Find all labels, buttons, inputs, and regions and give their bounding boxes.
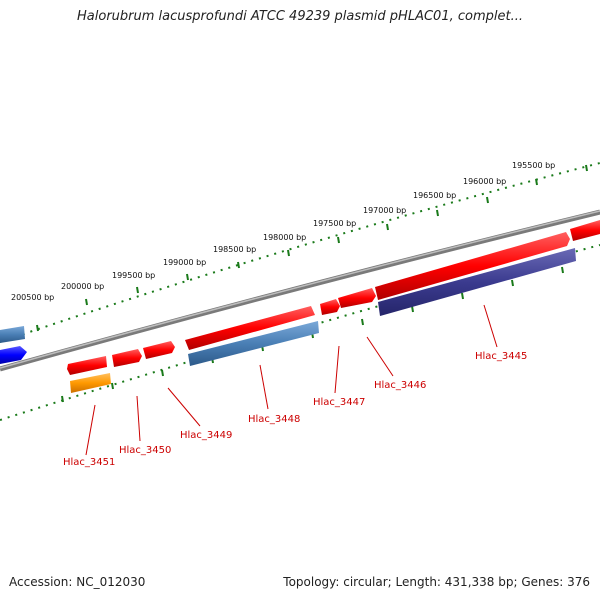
gene-hlac-3445-fwd[interactable] bbox=[375, 232, 570, 300]
gene-label-hlac-3451: Hlac_3451 bbox=[63, 457, 115, 468]
scale-label: 196000 bp bbox=[463, 177, 506, 186]
gene-partial-left-bright[interactable] bbox=[0, 346, 27, 364]
scale-label: 197500 bp bbox=[313, 219, 356, 228]
outer-scale-ring bbox=[0, 162, 600, 343]
scale-label: 199500 bp bbox=[112, 271, 155, 280]
scale-label: 198000 bp bbox=[263, 233, 306, 242]
gene-blue-3448[interactable] bbox=[188, 321, 319, 366]
scale-label: 199000 bp bbox=[163, 258, 206, 267]
scale-label: 200500 bp bbox=[11, 293, 54, 302]
inner-major-ticks bbox=[61, 266, 564, 403]
genome-summary: Topology: circular; Length: 431,338 bp; … bbox=[283, 575, 590, 589]
map-title: Halorubrum lacusprofundi ATCC 49239 plas… bbox=[77, 9, 523, 24]
gene-labels: Hlac_3451 Hlac_3450 Hlac_3449 Hlac_3448 … bbox=[63, 351, 527, 468]
accession-label: Accession: NC_012030 bbox=[9, 575, 146, 589]
gene-hlac-3451[interactable] bbox=[67, 356, 107, 375]
scale-label: 200000 bp bbox=[61, 282, 104, 291]
gene-partial-right-red[interactable] bbox=[570, 220, 600, 241]
gene-label-hlac-3445: Hlac_3445 bbox=[475, 351, 527, 362]
gene-hlac-3450[interactable] bbox=[112, 349, 142, 367]
gene-hlac-3449[interactable] bbox=[143, 341, 175, 359]
gene-hlac-3448[interactable] bbox=[185, 306, 315, 350]
gene-partial-left-blue[interactable] bbox=[0, 326, 25, 343]
gene-orange[interactable] bbox=[70, 373, 111, 393]
scale-label: 196500 bp bbox=[413, 191, 456, 200]
gene-label-hlac-3446: Hlac_3446 bbox=[374, 380, 426, 391]
genome-backbone bbox=[0, 209, 600, 372]
gene-navy-3445[interactable] bbox=[378, 248, 576, 316]
gene-hlac-3447[interactable] bbox=[320, 299, 340, 315]
label-leader-lines bbox=[85, 304, 498, 456]
genome-backbone-highlight bbox=[0, 210, 600, 369]
gene-label-hlac-3447: Hlac_3447 bbox=[313, 397, 365, 408]
scale-label: 197000 bp bbox=[363, 206, 406, 215]
gene-label-hlac-3450: Hlac_3450 bbox=[119, 445, 171, 456]
scale-label: 198500 bp bbox=[213, 245, 256, 254]
gene-label-hlac-3449: Hlac_3449 bbox=[180, 430, 232, 441]
gene-hlac-3446[interactable] bbox=[338, 288, 376, 308]
scale-label: 195500 bp bbox=[512, 161, 555, 170]
outer-major-ticks bbox=[36, 164, 588, 332]
gene-label-hlac-3448: Hlac_3448 bbox=[248, 414, 300, 425]
scale-labels: 200500 bp 200000 bp 199500 bp 199000 bp … bbox=[11, 161, 555, 302]
